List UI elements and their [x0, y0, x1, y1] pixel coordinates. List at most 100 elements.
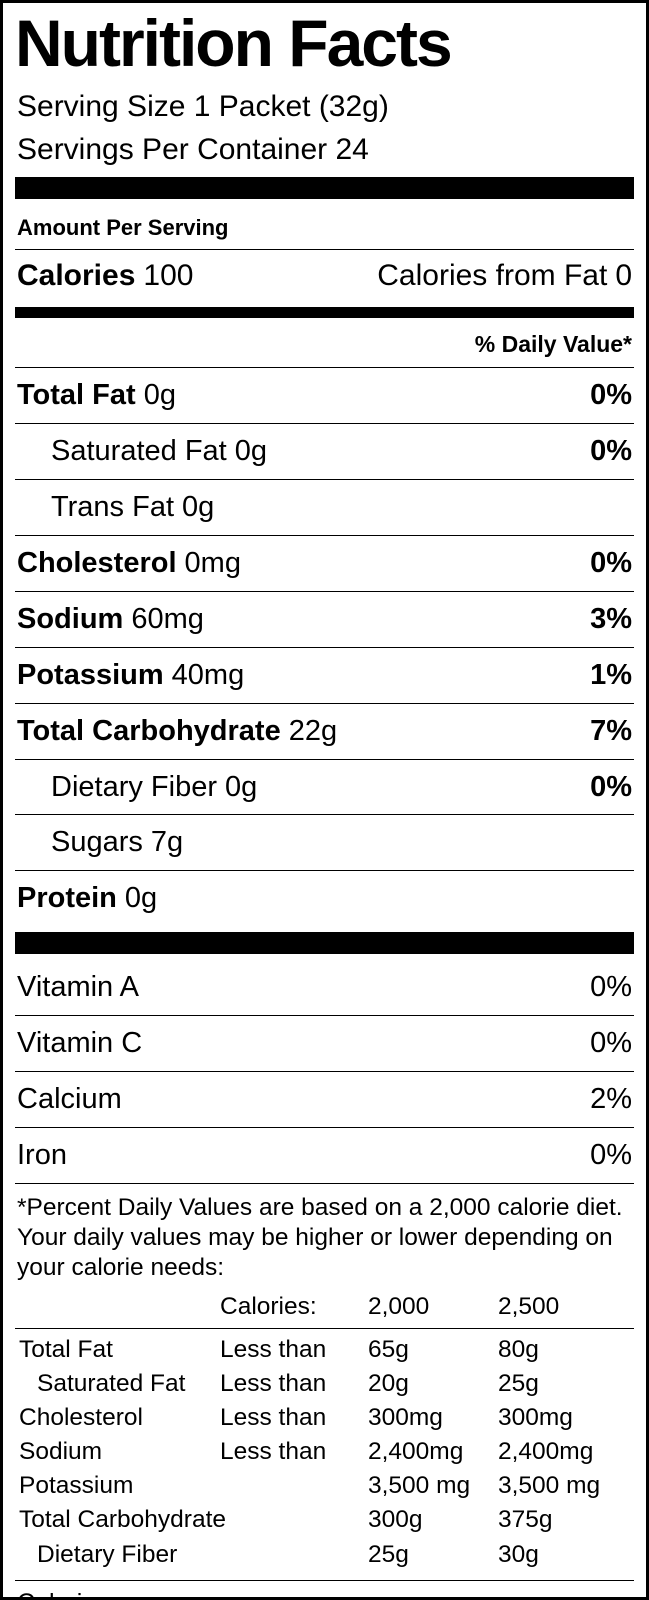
dv-row-2000: 300g: [368, 1506, 423, 1534]
nutrient-dv: 7%: [590, 714, 632, 747]
nutrient-label: Dietary Fiber: [51, 770, 217, 803]
dv-row-qualifier: Less than: [220, 1438, 327, 1466]
vitamin-row-vitamin-c: Vitamin C 0%: [15, 1015, 634, 1071]
dv-header-calories: Calories:: [220, 1293, 317, 1321]
dv-row-2000: 25g: [368, 1540, 409, 1568]
daily-values-table: Calories: 2,000 2,500 Total Fat Less tha…: [15, 1290, 634, 1571]
dv-row-2000: 2,400mg: [368, 1438, 464, 1466]
calories-left: Calories 100: [17, 259, 193, 293]
calories-label: Calories: [17, 259, 136, 293]
dv-table-row: Potassium 3,500 mg 3,500 mg: [15, 1469, 634, 1503]
nutrient-dv: 0%: [590, 770, 632, 803]
nutrient-amount: 0g: [225, 770, 258, 803]
dv-row-nutrient: Saturated Fat: [37, 1369, 186, 1397]
vitamin-dv: 0%: [590, 1138, 632, 1171]
dv-table-row: Saturated Fat Less than 20g 25g: [15, 1367, 634, 1401]
nutrient-dv: 3%: [590, 602, 632, 635]
dv-table-header: Calories: 2,000 2,500: [15, 1290, 634, 1329]
nutrient-amount: 22g: [288, 714, 338, 747]
vitamin-dv: 0%: [590, 1027, 632, 1060]
daily-values-footnote: *Percent Daily Values are based on a 2,0…: [15, 1182, 634, 1289]
dv-row-2000: 65g: [368, 1335, 409, 1363]
vitamin-row-iron: Iron 0%: [15, 1126, 634, 1183]
section-divider-bar: [15, 932, 634, 955]
vitamin-row-calcium: Calcium 2%: [15, 1070, 634, 1127]
dv-row-2500: 300mg: [498, 1403, 573, 1431]
dv-table-row: Dietary Fiber 25g 30g: [15, 1538, 634, 1572]
nutrient-label: Sugars: [51, 826, 143, 859]
nutrient-row-dietary-fiber: Dietary Fiber 0g 0%: [15, 758, 634, 815]
nutrient-row-total-fat: Total Fat 0g 0%: [15, 367, 634, 423]
daily-value-heading: % Daily Value*: [474, 331, 632, 358]
calories-from-fat: Calories from Fat 0: [377, 259, 632, 293]
calories-value: 100: [143, 259, 194, 293]
dv-row-2000: 3,500 mg: [368, 1472, 471, 1500]
nutrient-amount: 40mg: [171, 658, 245, 691]
label-title: Nutrition Facts: [15, 6, 453, 80]
nutrient-row-sugars: Sugars 7g: [15, 814, 634, 870]
vitamin-dv: 0%: [590, 971, 632, 1004]
dv-row-2500: 30g: [498, 1540, 539, 1568]
nutrient-label: Total Carbohydrate: [17, 714, 281, 747]
nutrient-dv: 0%: [590, 435, 632, 468]
nutrient-dv: 1%: [590, 658, 632, 691]
dv-row-nutrient: Cholesterol: [19, 1403, 143, 1431]
nutrient-label: Protein: [17, 882, 117, 915]
nutrient-amount: 0mg: [184, 546, 241, 579]
dv-table-row: Total Fat Less than 65g 80g: [15, 1333, 634, 1367]
dv-row-2500: 375g: [498, 1506, 553, 1534]
calories-from-fat-value: 0: [615, 259, 632, 293]
dv-row-2000: 300mg: [368, 1403, 443, 1431]
vitamin-row-vitamin-a: Vitamin A 0%: [15, 960, 634, 1015]
servings-per-container: Servings Per Container 24: [17, 132, 369, 166]
dv-row-nutrient: Total Fat: [19, 1335, 113, 1363]
vitamin-label: Calcium: [17, 1082, 122, 1115]
calories-row: Calories 100 Calories from Fat 0: [15, 249, 634, 303]
nutrient-label: Saturated Fat: [51, 435, 227, 468]
nutrient-amount: 60mg: [131, 602, 204, 635]
nutrient-dv: 0%: [590, 379, 632, 412]
nutrient-dv: 0%: [590, 546, 632, 579]
dv-row-nutrient: Sodium: [19, 1438, 103, 1466]
vitamin-label: Vitamin C: [17, 1027, 143, 1060]
section-divider-bar: [15, 307, 634, 319]
nutrient-row-trans-fat: Trans Fat 0g: [15, 479, 634, 535]
dv-table-row: Cholesterol Less than 300mg 300mg: [15, 1401, 634, 1435]
nutrient-row-cholesterol: Cholesterol 0mg 0%: [15, 534, 634, 591]
nutrient-label: Total Fat: [17, 379, 136, 412]
serving-size: Serving Size 1 Packet (32g): [17, 90, 389, 124]
amount-per-serving-heading: Amount Per Serving: [17, 215, 229, 241]
dv-header-2500: 2,500: [498, 1293, 560, 1321]
vitamin-label: Vitamin A: [17, 971, 139, 1004]
dv-row-nutrient: Dietary Fiber: [37, 1540, 178, 1568]
nutrient-row-protein: Protein 0g: [15, 870, 634, 926]
nutrient-row-sodium: Sodium 60mg 3%: [15, 590, 634, 647]
dv-row-2500: 80g: [498, 1335, 539, 1363]
nutrient-amount: 7g: [150, 826, 184, 859]
nutrient-amount: 0g: [143, 379, 176, 412]
vitamin-dv: 2%: [590, 1082, 632, 1115]
dv-header-2000: 2,000: [368, 1293, 430, 1321]
dv-table-row: Total Carbohydrate 300g 375g: [15, 1503, 634, 1537]
nutrient-row-total-carbohydrate: Total Carbohydrate 22g 7%: [15, 702, 634, 759]
nutrient-label: Potassium: [17, 658, 164, 691]
nutrient-label: Sodium: [17, 602, 124, 635]
dv-row-2500: 2,400mg: [498, 1438, 594, 1466]
dv-row-nutrient: Potassium: [19, 1472, 134, 1500]
dv-row-nutrient: Total Carbohydrate: [19, 1506, 227, 1534]
nutrient-label: Cholesterol: [17, 546, 177, 579]
dv-row-2000: 20g: [368, 1369, 409, 1397]
nutrient-amount: 0g: [182, 491, 215, 524]
calories-from-fat-label: Calories from Fat: [377, 259, 608, 293]
section-divider-bar: [15, 177, 634, 200]
nutrient-label: Trans Fat: [51, 491, 175, 524]
dv-table-row: Sodium Less than 2,400mg 2,400mg: [15, 1435, 634, 1469]
nutrient-row-saturated-fat: Saturated Fat 0g 0%: [15, 423, 634, 479]
dv-row-qualifier: Less than: [220, 1369, 327, 1397]
nutrient-amount: 0g: [234, 435, 267, 468]
dv-row-qualifier: Less than: [220, 1403, 327, 1431]
dv-row-2500: 25g: [498, 1369, 539, 1397]
calories-per-gram-label: Calories per gram:: [15, 1579, 634, 1597]
nutrient-row-potassium: Potassium 40mg 1%: [15, 646, 634, 703]
